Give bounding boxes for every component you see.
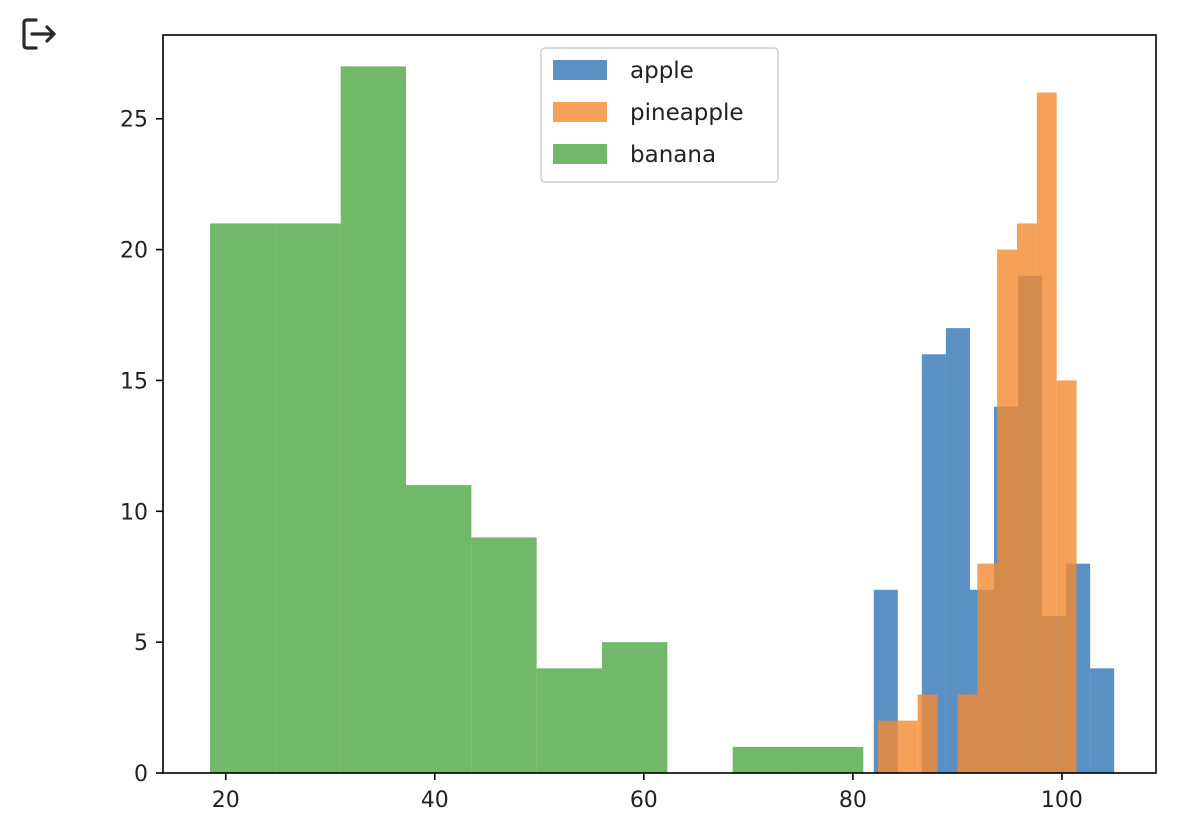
x-axis: 20 40 60 80 100 xyxy=(212,773,1083,813)
banana-bar xyxy=(210,223,276,773)
y-tick-label: 10 xyxy=(120,500,148,525)
pineapple-bar xyxy=(957,694,978,773)
legend-label-banana: banana xyxy=(630,142,716,168)
pineapple-bar xyxy=(877,720,898,773)
pineapple-bar xyxy=(977,563,998,773)
y-tick-label: 5 xyxy=(134,631,148,656)
y-tick-label: 25 xyxy=(120,108,148,133)
legend-swatch-apple xyxy=(553,60,607,80)
x-tick-label: 20 xyxy=(212,788,240,813)
y-tick-label: 15 xyxy=(120,369,148,394)
legend: apple pineapple banana xyxy=(540,47,779,183)
pineapple-bar xyxy=(1016,223,1037,773)
x-tick-label: 40 xyxy=(421,788,449,813)
series-banana xyxy=(210,66,864,774)
x-tick-label: 100 xyxy=(1041,788,1083,813)
legend-swatch-pineapple xyxy=(553,102,607,122)
banana-bar xyxy=(340,66,407,774)
pineapple-bar xyxy=(897,720,918,773)
banana-bar xyxy=(471,537,537,773)
banana-bar xyxy=(536,668,603,773)
x-tick-label: 60 xyxy=(630,788,658,813)
x-tick-label: 80 xyxy=(839,788,867,813)
bars-layer xyxy=(210,66,1115,774)
exit-button[interactable] xyxy=(18,14,62,54)
pineapple-bar xyxy=(1056,380,1077,773)
legend-label-apple: apple xyxy=(630,58,694,84)
pineapple-bar xyxy=(917,694,938,773)
y-axis: 0 5 10 15 20 25 xyxy=(120,108,163,787)
banana-bar xyxy=(797,746,864,773)
banana-bar xyxy=(732,746,798,773)
y-tick-label: 0 xyxy=(134,762,148,787)
banana-bar xyxy=(406,485,472,773)
exit-to-app-icon xyxy=(22,18,56,50)
y-tick-label: 20 xyxy=(120,239,148,264)
plot-frame xyxy=(162,34,1157,774)
legend-swatch-banana xyxy=(553,144,607,164)
legend-label-pineapple: pineapple xyxy=(630,100,744,126)
series-pineapple xyxy=(877,92,1077,774)
apple-bar xyxy=(1090,668,1115,773)
pineapple-bar xyxy=(1036,92,1057,774)
banana-bar xyxy=(275,223,341,773)
banana-bar xyxy=(602,642,668,773)
pineapple-bar xyxy=(997,249,1017,773)
